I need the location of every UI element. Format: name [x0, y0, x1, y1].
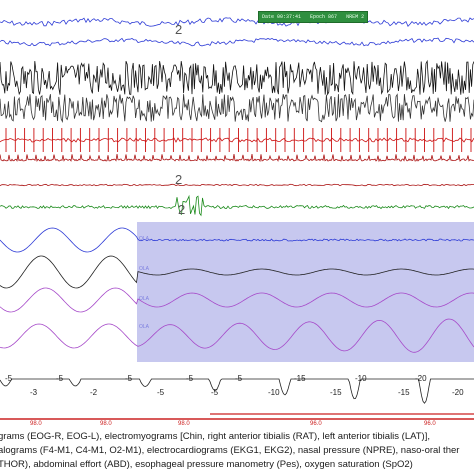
- sleep-stage-status-bar: Date 00:37:41 Epoch 867 NREM 2: [258, 11, 368, 23]
- spo2-value-4: 96.0: [310, 421, 322, 427]
- spo2-value-5: 96.0: [424, 421, 436, 427]
- pes-value-10: -10: [268, 388, 280, 397]
- caption-line-1: grams (EOG-R, EOG-L), electromyograms [C…: [0, 431, 431, 442]
- pes-value-1: -5: [5, 374, 13, 383]
- pes-value-3: -5: [56, 374, 64, 383]
- pes-value-14: -15: [398, 388, 410, 397]
- page-number-marker-3: 2: [178, 202, 185, 217]
- spo2-value-2: 98.0: [100, 421, 112, 427]
- apnea-label-4: OLA: [139, 324, 150, 330]
- emg-lat-trace: [0, 183, 474, 187]
- ekg-trace: [0, 194, 474, 217]
- pes-value-5: -5: [125, 374, 133, 383]
- pes-value-11: -15: [294, 374, 306, 383]
- eog-right-trace: [0, 17, 474, 28]
- status-time: Date 00:37:41: [262, 14, 302, 20]
- pes-value-9: -5: [235, 374, 243, 383]
- emg-rat-trace: [0, 154, 474, 163]
- abdominal-effort-trace: [0, 318, 474, 353]
- status-epoch: Epoch 867: [310, 14, 338, 20]
- emg-chin-trace: [0, 137, 474, 143]
- thoracic-effort-trace: [0, 287, 474, 313]
- pes-value-4: -2: [90, 388, 98, 397]
- eog-left-trace: [0, 37, 474, 47]
- pes-value-12: -15: [330, 388, 342, 397]
- caption-line-2: alograms (F4-M1, C4-M1, O2-M1), electroc…: [0, 445, 460, 456]
- eeg-c4m1-trace: [0, 93, 474, 123]
- emg-chin-spikes: [5, 128, 472, 152]
- apnea-label-2: OLA: [139, 266, 150, 272]
- pes-value-6: -5: [157, 388, 165, 397]
- caption-line-3: THOR), abdominal effort (ABD), esophagea…: [0, 459, 413, 470]
- status-stage: NREM 2: [346, 14, 365, 20]
- page-number-marker-1: 2: [175, 22, 182, 37]
- pes-value-7: -5: [186, 374, 194, 383]
- eeg-f4m1-trace: [0, 59, 474, 96]
- spo2-value-3: 98.0: [178, 421, 190, 427]
- apnea-event-highlight: [137, 222, 474, 362]
- polysomnography-traces[interactable]: 222OLAOLAOLAOLA-5-3-5-2-5-5-5-5-5-10-15-…: [0, 0, 474, 428]
- pes-value-16: -20: [452, 388, 464, 397]
- apnea-label-1: OLA: [139, 236, 150, 242]
- page-number-marker-2: 2: [175, 172, 182, 187]
- pes-value-8: -5: [211, 388, 219, 397]
- psg-recording-view[interactable]: 2 2 2 OLA OLA OLA OLA -5 -3 -5 -2 -5 -5 -5 -5 -5 -10 -15-…: [0, 0, 474, 428]
- pes-value-13: -10: [355, 374, 367, 383]
- esophageal-pressure-trace: [0, 378, 474, 404]
- oral-flow-trace: [0, 255, 474, 289]
- pes-value-2: -3: [30, 388, 38, 397]
- spo2-value-1: 98.0: [30, 421, 42, 427]
- apnea-label-3: OLA: [139, 296, 150, 302]
- figure-caption: grams (EOG-R, EOG-L), electromyograms [C…: [0, 430, 474, 474]
- nasal-pressure-trace: [0, 227, 474, 253]
- pes-value-15: -20: [415, 374, 427, 383]
